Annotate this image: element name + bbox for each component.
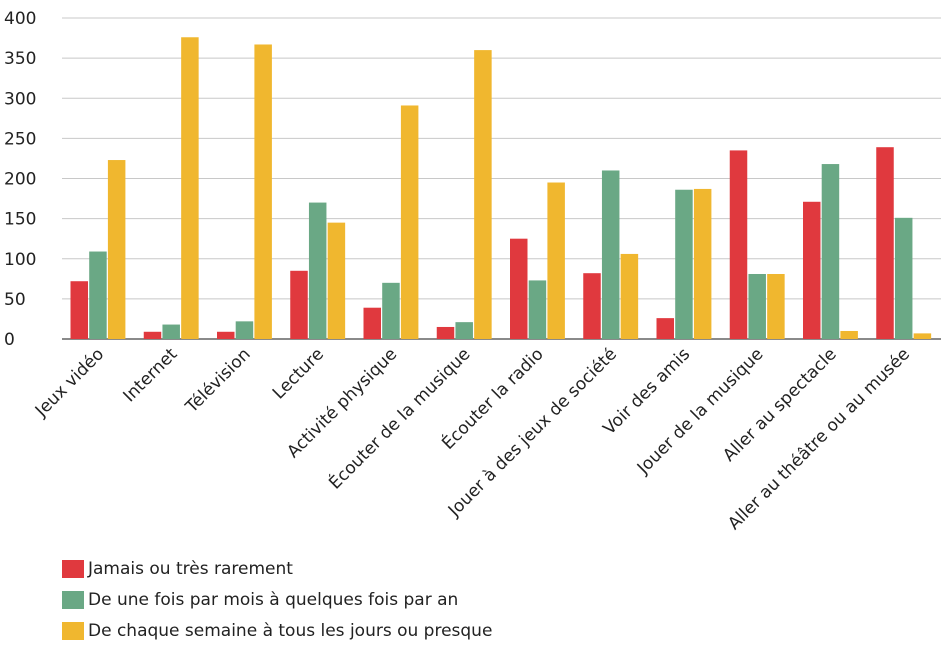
legend-item-mensuel: De une fois par mois à quelques fois par… <box>62 584 492 615</box>
bar <box>748 273 766 339</box>
bar <box>70 281 88 339</box>
y-axis-tick-labels: 0 50 100 150 200 250 300 350 400 <box>4 9 36 350</box>
bar <box>656 318 674 339</box>
legend-item-hebdo: De chaque semaine à tous les jours ou pr… <box>62 615 492 646</box>
bar <box>327 222 346 339</box>
y-tick-label: 0 <box>4 330 15 350</box>
bar <box>217 331 235 339</box>
legend-item-jamais: Jamais ou très rarement <box>62 553 492 584</box>
bar <box>181 37 199 339</box>
bar <box>308 202 327 339</box>
bar <box>510 238 528 339</box>
bar <box>400 105 419 339</box>
y-tick-label: 100 <box>4 250 36 270</box>
bars <box>70 37 932 340</box>
bar-chart: 0 50 100 150 200 250 300 350 400 Jeux vidéo Inter… <box>4 9 941 534</box>
bar <box>547 182 565 339</box>
bar <box>620 253 639 339</box>
legend-swatch-green <box>62 590 84 609</box>
legend-swatch-red <box>62 559 84 578</box>
x-category-label: Télévision <box>181 344 254 417</box>
y-tick-label: 150 <box>4 210 36 230</box>
legend: Jamais ou très rarement De une fois par … <box>62 553 492 646</box>
x-category-label: Internet <box>120 344 182 406</box>
bar <box>528 280 547 339</box>
y-tick-label: 250 <box>4 129 36 149</box>
legend-label: De une fois par mois à quelques fois par… <box>88 589 459 610</box>
bar <box>894 217 913 339</box>
bar <box>290 270 308 339</box>
x-category-label: Lecture <box>269 344 328 403</box>
bar <box>382 282 400 339</box>
bar <box>107 160 126 339</box>
bar <box>89 251 107 339</box>
bar <box>455 322 473 339</box>
legend-swatch-yellow <box>62 621 84 640</box>
bar <box>729 150 748 339</box>
bar <box>876 147 894 339</box>
x-category-label: Jouer de la musique <box>633 344 767 478</box>
bar <box>840 330 858 339</box>
bar <box>436 326 455 339</box>
x-category-label: Écouter de la musique <box>324 343 475 494</box>
legend-label: Jamais ou très rarement <box>88 558 293 579</box>
x-category-label: Jeux vidéo <box>31 344 108 421</box>
bar <box>913 333 932 339</box>
y-tick-label: 350 <box>4 49 36 69</box>
bar <box>143 331 162 339</box>
legend-label: De chaque semaine à tous les jours ou pr… <box>88 620 493 641</box>
bar <box>601 170 620 339</box>
bar <box>693 188 712 339</box>
gridlines <box>62 17 941 340</box>
bar <box>803 201 821 339</box>
bar <box>363 307 381 339</box>
bar <box>162 324 180 339</box>
x-axis-category-labels: Jeux vidéo Internet Télévision LectureActiv… <box>31 343 914 534</box>
y-tick-label: 50 <box>4 290 26 310</box>
y-tick-label: 300 <box>4 89 36 109</box>
y-tick-label: 200 <box>4 170 36 190</box>
bar <box>254 44 272 340</box>
bar <box>821 164 840 339</box>
y-tick-label: 400 <box>4 9 36 29</box>
bar <box>474 50 492 339</box>
bar <box>675 189 693 339</box>
bar <box>235 321 254 339</box>
bar <box>767 273 785 339</box>
bar <box>583 273 601 339</box>
